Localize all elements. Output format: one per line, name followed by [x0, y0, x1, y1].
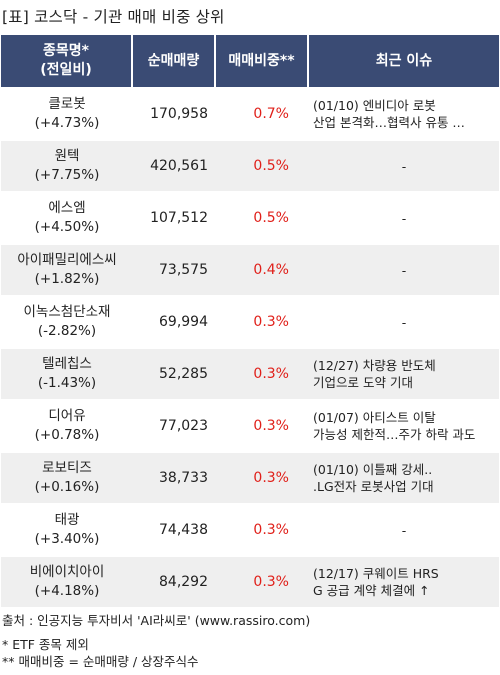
issue-line2: 기업으로 도약 기대: [313, 375, 413, 390]
issue-line1: -: [401, 158, 407, 174]
stock-cell: 디어유 (+0.78%): [1, 399, 133, 451]
recent-issue: -: [309, 139, 499, 191]
stock-cell: 클로봇 (+4.73%): [1, 87, 133, 139]
issue-line1: -: [401, 314, 407, 330]
table-row: 텔레칩스 (-1.43%) 52,285 0.3% (12/27) 차량용 반도체 기업으…: [1, 347, 499, 399]
header-volume: 순매매량: [133, 35, 216, 87]
issue-line2: G 공급 계약 체결에 ↑: [313, 583, 430, 598]
issue-line1: -: [401, 210, 407, 226]
stock-change: (+0.16%): [34, 479, 100, 495]
stock-name[interactable]: 에스엠: [48, 200, 86, 216]
table-row: 클로봇 (+4.73%) 170,958 0.7% (01/10) 엔비디아 로봇 산업 …: [1, 87, 499, 139]
net-volume: 84,292: [133, 555, 216, 607]
issue-line1: -: [401, 522, 407, 538]
issue-line1: -: [401, 262, 407, 278]
trade-ratio: 0.3%: [216, 295, 309, 347]
trade-ratio: 0.7%: [216, 87, 309, 139]
table-row: 태광 (+3.40%) 74,438 0.3% -: [1, 503, 499, 555]
source-note: 출처 : 인공지능 투자비서 'AI라씨로' (www.rassiro.com): [2, 613, 311, 628]
net-volume: 107,512: [133, 191, 216, 243]
table-row: 아이패밀리에스씨 (+1.82%) 73,575 0.4% -: [1, 243, 499, 295]
header-issue: 최근 이슈: [309, 35, 499, 87]
header-name-line1: 종목명*: [43, 43, 89, 59]
trade-ratio: 0.3%: [216, 503, 309, 555]
page-title: [표] 코스닥 - 기관 매매 비중 상위: [2, 8, 225, 26]
stock-cell: 에스엠 (+4.50%): [1, 191, 133, 243]
stock-name[interactable]: 비에이치아이: [29, 564, 105, 580]
stock-cell: 원텍 (+7.75%): [1, 139, 133, 191]
table-row: 디어유 (+0.78%) 77,023 0.3% (01/07) 아티스트 이탈 가능성 …: [1, 399, 499, 451]
header-ratio: 매매비중**: [216, 35, 309, 87]
issue-line1: (12/17) 쿠웨이트 HRS: [313, 566, 439, 581]
table-row: 이녹스첨단소재 (-2.82%) 69,994 0.3% -: [1, 295, 499, 347]
stock-cell: 이녹스첨단소재 (-2.82%): [1, 295, 133, 347]
table-row: 로보티즈 (+0.16%) 38,733 0.3% (01/10) 이틀째 강세.. .L…: [1, 451, 499, 503]
net-volume: 52,285: [133, 347, 216, 399]
stock-name[interactable]: 아이패밀리에스씨: [17, 252, 117, 268]
net-volume: 420,561: [133, 139, 216, 191]
stock-cell: 로보티즈 (+0.16%): [1, 451, 133, 503]
stock-cell: 태광 (+3.40%): [1, 503, 133, 555]
net-volume: 38,733: [133, 451, 216, 503]
recent-issue: -: [309, 295, 499, 347]
footnote-ratio: ** 매매비중 = 순매매량 / 상장주식수: [2, 654, 199, 669]
net-volume: 73,575: [133, 243, 216, 295]
net-volume: 69,994: [133, 295, 216, 347]
header-name-line2: (전일비): [40, 62, 92, 78]
issue-line1: (01/07) 아티스트 이탈: [313, 410, 436, 425]
issue-line2: 산업 본격화…협력사 유통 …: [313, 115, 465, 130]
ranking-table: 종목명* (전일비) 순매매량 매매비중** 최근 이슈 클로봇 (+4.73%)…: [1, 35, 499, 607]
stock-name[interactable]: 태광: [54, 512, 80, 528]
table-row: 비에이치아이 (+4.18%) 84,292 0.3% (12/17) 쿠웨이트 HRS…: [1, 555, 499, 607]
issue-line1: (01/10) 엔비디아 로봇: [313, 98, 436, 113]
issue-line2: .LG전자 로봇사업 기대: [313, 479, 434, 494]
trade-ratio: 0.3%: [216, 347, 309, 399]
stock-change: (+0.78%): [34, 427, 100, 443]
stock-change: (+1.82%): [34, 271, 100, 287]
stock-change: (+3.40%): [34, 531, 100, 547]
stock-name[interactable]: 이녹스첨단소재: [23, 304, 111, 320]
stock-name[interactable]: 클로봇: [48, 96, 86, 112]
table-row: 원텍 (+7.75%) 420,561 0.5% -: [1, 139, 499, 191]
table-header-row: 종목명* (전일비) 순매매량 매매비중** 최근 이슈: [1, 35, 499, 87]
net-volume: 170,958: [133, 87, 216, 139]
trade-ratio: 0.4%: [216, 243, 309, 295]
stock-name[interactable]: 디어유: [48, 408, 86, 424]
stock-change: (-1.43%): [37, 375, 97, 391]
stock-cell: 아이패밀리에스씨 (+1.82%): [1, 243, 133, 295]
trade-ratio: 0.3%: [216, 451, 309, 503]
recent-issue: -: [309, 191, 499, 243]
stock-change: (+4.73%): [34, 115, 100, 131]
recent-issue[interactable]: (01/10) 이틀째 강세.. .LG전자 로봇사업 기대: [309, 451, 499, 503]
net-volume: 74,438: [133, 503, 216, 555]
stock-change: (+4.18%): [34, 583, 100, 599]
issue-line1: (01/10) 이틀째 강세..: [313, 462, 433, 477]
stock-name[interactable]: 로보티즈: [42, 460, 92, 476]
issue-line2: 가능성 제한적…주가 하락 과도: [313, 427, 476, 442]
recent-issue[interactable]: (12/17) 쿠웨이트 HRS G 공급 계약 체결에 ↑: [309, 555, 499, 607]
stock-name[interactable]: 텔레칩스: [42, 356, 92, 372]
stock-cell: 비에이치아이 (+4.18%): [1, 555, 133, 607]
stock-name[interactable]: 원텍: [54, 148, 80, 164]
stock-change: (+4.50%): [34, 219, 100, 235]
recent-issue: -: [309, 503, 499, 555]
stock-change: (-2.82%): [37, 323, 97, 339]
header-name: 종목명* (전일비): [1, 35, 133, 87]
recent-issue: -: [309, 243, 499, 295]
issue-line1: (12/27) 차량용 반도체: [313, 358, 436, 373]
table-body: 클로봇 (+4.73%) 170,958 0.7% (01/10) 엔비디아 로봇 산업 …: [1, 87, 499, 607]
trade-ratio: 0.3%: [216, 399, 309, 451]
net-volume: 77,023: [133, 399, 216, 451]
table-row: 에스엠 (+4.50%) 107,512 0.5% -: [1, 191, 499, 243]
stock-cell: 텔레칩스 (-1.43%): [1, 347, 133, 399]
stock-change: (+7.75%): [34, 167, 100, 183]
trade-ratio: 0.5%: [216, 191, 309, 243]
trade-ratio: 0.3%: [216, 555, 309, 607]
footnote-etf: * ETF 종목 제외: [2, 637, 89, 652]
trade-ratio: 0.5%: [216, 139, 309, 191]
